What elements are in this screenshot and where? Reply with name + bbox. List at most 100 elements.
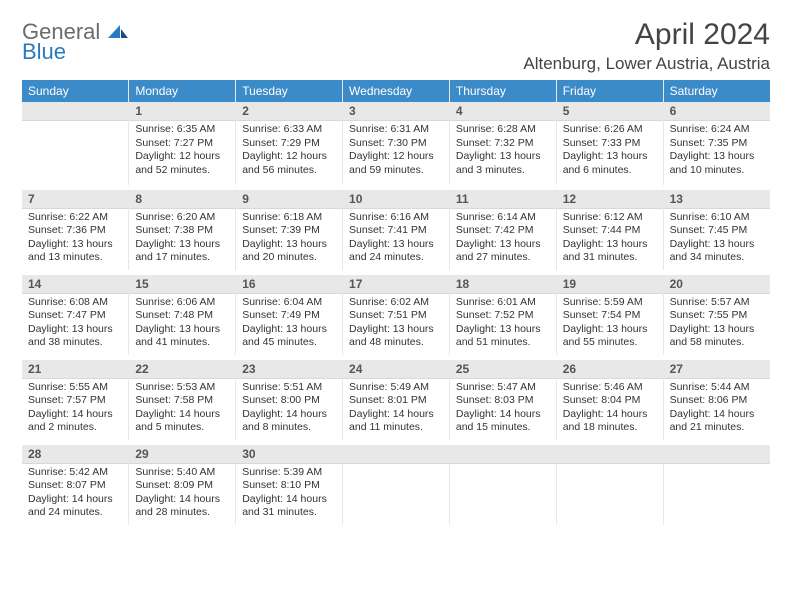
daylight-text: Daylight: 13 hours and 6 minutes.	[563, 150, 657, 177]
calendar-week-row: 14 Sunrise: 6:08 AMSunset: 7:47 PM Dayligh…	[22, 272, 770, 357]
sunset-text: Sunset: 8:04 PM	[563, 394, 657, 408]
sunrise-text: Sunrise: 5:39 AM	[242, 466, 336, 480]
sunrise-text: Sunrise: 6:08 AM	[28, 296, 122, 310]
calendar-cell: 22Sunrise: 5:53 AMSunset: 7:58 PMDayligh…	[129, 357, 236, 442]
day-number: 26	[557, 360, 663, 379]
day-details: Sunrise: 6:14 AMSunset: 7:42 PMDaylight:…	[450, 209, 556, 270]
sunrise-text: Sunrise: 6:12 AM	[563, 211, 657, 225]
day-number: 5	[557, 102, 663, 121]
page-title: April 2024	[523, 18, 770, 52]
day-details: Sunrise: 6:33 AMSunset: 7:29 PMDaylight:…	[236, 121, 342, 182]
sunrise-text: Sunrise: 6:33 AM	[242, 123, 336, 137]
sunrise-text: Sunrise: 6:04 AM	[242, 296, 336, 310]
day-details: Sunrise: 5:42 AMSunset: 8:07 PMDaylight:…	[22, 464, 128, 525]
sunrise-text: Sunrise: 5:55 AM	[28, 381, 122, 395]
day-number	[450, 445, 556, 464]
daylight-text: Daylight: 13 hours and 31 minutes.	[563, 238, 657, 265]
sunset-text: Sunset: 7:52 PM	[456, 309, 550, 323]
daylight-text: Daylight: 14 hours and 21 minutes.	[670, 408, 764, 435]
calendar-cell	[556, 442, 663, 527]
sunrise-text: Sunrise: 6:01 AM	[456, 296, 550, 310]
day-number: 11	[450, 190, 556, 209]
calendar-cell: 9Sunrise: 6:18 AMSunset: 7:39 PMDaylight…	[236, 187, 343, 272]
sunset-text: Sunset: 7:58 PM	[135, 394, 229, 408]
sunset-text: Sunset: 7:54 PM	[563, 309, 657, 323]
calendar-cell: 13Sunrise: 6:10 AMSunset: 7:45 PMDayligh…	[663, 187, 770, 272]
day-number	[557, 445, 663, 464]
sunset-text: Sunset: 7:33 PM	[563, 137, 657, 151]
calendar-cell: 2Sunrise: 6:33 AMSunset: 7:29 PMDaylight…	[236, 102, 343, 187]
sunset-text: Sunset: 7:36 PM	[28, 224, 122, 238]
calendar-cell: 10Sunrise: 6:16 AMSunset: 7:41 PMDayligh…	[343, 187, 450, 272]
sunset-text: Sunset: 7:44 PM	[563, 224, 657, 238]
sunset-text: Sunset: 7:48 PM	[135, 309, 229, 323]
daylight-text: Daylight: 13 hours and 24 minutes.	[349, 238, 443, 265]
sunset-text: Sunset: 7:45 PM	[670, 224, 764, 238]
day-number: 14	[22, 275, 128, 294]
dayhead-thu: Thursday	[449, 80, 556, 102]
day-number: 21	[22, 360, 128, 379]
dayhead-fri: Friday	[556, 80, 663, 102]
daylight-text: Daylight: 13 hours and 48 minutes.	[349, 323, 443, 350]
daylight-text: Daylight: 14 hours and 5 minutes.	[135, 408, 229, 435]
sunrise-text: Sunrise: 5:57 AM	[670, 296, 764, 310]
day-number: 29	[129, 445, 235, 464]
dayhead-sat: Saturday	[663, 80, 770, 102]
sunrise-text: Sunrise: 6:26 AM	[563, 123, 657, 137]
day-number: 10	[343, 190, 449, 209]
day-number: 9	[236, 190, 342, 209]
day-details: Sunrise: 5:57 AMSunset: 7:55 PMDaylight:…	[664, 294, 770, 355]
day-details: Sunrise: 6:16 AMSunset: 7:41 PMDaylight:…	[343, 209, 449, 270]
day-number: 16	[236, 275, 342, 294]
daylight-text: Daylight: 13 hours and 13 minutes.	[28, 238, 122, 265]
daylight-text: Daylight: 14 hours and 24 minutes.	[28, 493, 122, 520]
calendar-cell: 7Sunrise: 6:22 AMSunset: 7:36 PMDaylight…	[22, 187, 129, 272]
daylight-text: Daylight: 12 hours and 52 minutes.	[135, 150, 229, 177]
day-number: 17	[343, 275, 449, 294]
day-number: 18	[450, 275, 556, 294]
daylight-text: Daylight: 14 hours and 8 minutes.	[242, 408, 336, 435]
day-number: 7	[22, 190, 128, 209]
calendar-cell	[343, 442, 450, 527]
day-number: 20	[664, 275, 770, 294]
calendar-week-row: 7Sunrise: 6:22 AMSunset: 7:36 PMDaylight…	[22, 187, 770, 272]
calendar-cell: 25Sunrise: 5:47 AMSunset: 8:03 PMDayligh…	[449, 357, 556, 442]
day-number: 13	[664, 190, 770, 209]
sunset-text: Sunset: 7:29 PM	[242, 137, 336, 151]
sunrise-text: Sunrise: 6:35 AM	[135, 123, 229, 137]
day-number: 6	[664, 102, 770, 121]
sunrise-text: Sunrise: 5:49 AM	[349, 381, 443, 395]
calendar-cell: 5Sunrise: 6:26 AMSunset: 7:33 PMDaylight…	[556, 102, 663, 187]
day-details: Sunrise: 6:01 AMSunset: 7:52 PMDaylight:…	[450, 294, 556, 355]
day-number: 4	[450, 102, 556, 121]
sunset-text: Sunset: 7:38 PM	[135, 224, 229, 238]
calendar-cell: 17Sunrise: 6:02 AMSunset: 7:51 PMDayligh…	[343, 272, 450, 357]
daylight-text: Daylight: 13 hours and 20 minutes.	[242, 238, 336, 265]
logo: General Blue	[22, 22, 128, 62]
sunset-text: Sunset: 7:57 PM	[28, 394, 122, 408]
calendar-cell: 8Sunrise: 6:20 AMSunset: 7:38 PMDaylight…	[129, 187, 236, 272]
sunrise-text: Sunrise: 6:24 AM	[670, 123, 764, 137]
calendar-cell: 19Sunrise: 5:59 AMSunset: 7:54 PMDayligh…	[556, 272, 663, 357]
sunrise-text: Sunrise: 6:14 AM	[456, 211, 550, 225]
calendar-cell: 30Sunrise: 5:39 AMSunset: 8:10 PMDayligh…	[236, 442, 343, 527]
calendar-cell: 21Sunrise: 5:55 AMSunset: 7:57 PMDayligh…	[22, 357, 129, 442]
day-details: Sunrise: 6:26 AMSunset: 7:33 PMDaylight:…	[557, 121, 663, 182]
sunrise-text: Sunrise: 6:28 AM	[456, 123, 550, 137]
sunrise-text: Sunrise: 6:18 AM	[242, 211, 336, 225]
day-details: Sunrise: 6:12 AMSunset: 7:44 PMDaylight:…	[557, 209, 663, 270]
calendar-cell: 23Sunrise: 5:51 AMSunset: 8:00 PMDayligh…	[236, 357, 343, 442]
day-details: Sunrise: 6:04 AMSunset: 7:49 PMDaylight:…	[236, 294, 342, 355]
calendar-cell: 4Sunrise: 6:28 AMSunset: 7:32 PMDaylight…	[449, 102, 556, 187]
sunrise-text: Sunrise: 6:06 AM	[135, 296, 229, 310]
calendar-cell: 15Sunrise: 6:06 AMSunset: 7:48 PMDayligh…	[129, 272, 236, 357]
sunset-text: Sunset: 7:27 PM	[135, 137, 229, 151]
sunrise-text: Sunrise: 5:51 AM	[242, 381, 336, 395]
calendar-cell	[663, 442, 770, 527]
day-details: Sunrise: 5:53 AMSunset: 7:58 PMDaylight:…	[129, 379, 235, 440]
calendar-cell: 24Sunrise: 5:49 AMSunset: 8:01 PMDayligh…	[343, 357, 450, 442]
sunset-text: Sunset: 7:47 PM	[28, 309, 122, 323]
daylight-text: Daylight: 14 hours and 11 minutes.	[349, 408, 443, 435]
day-details: Sunrise: 6:20 AMSunset: 7:38 PMDaylight:…	[129, 209, 235, 270]
daylight-text: Daylight: 13 hours and 34 minutes.	[670, 238, 764, 265]
